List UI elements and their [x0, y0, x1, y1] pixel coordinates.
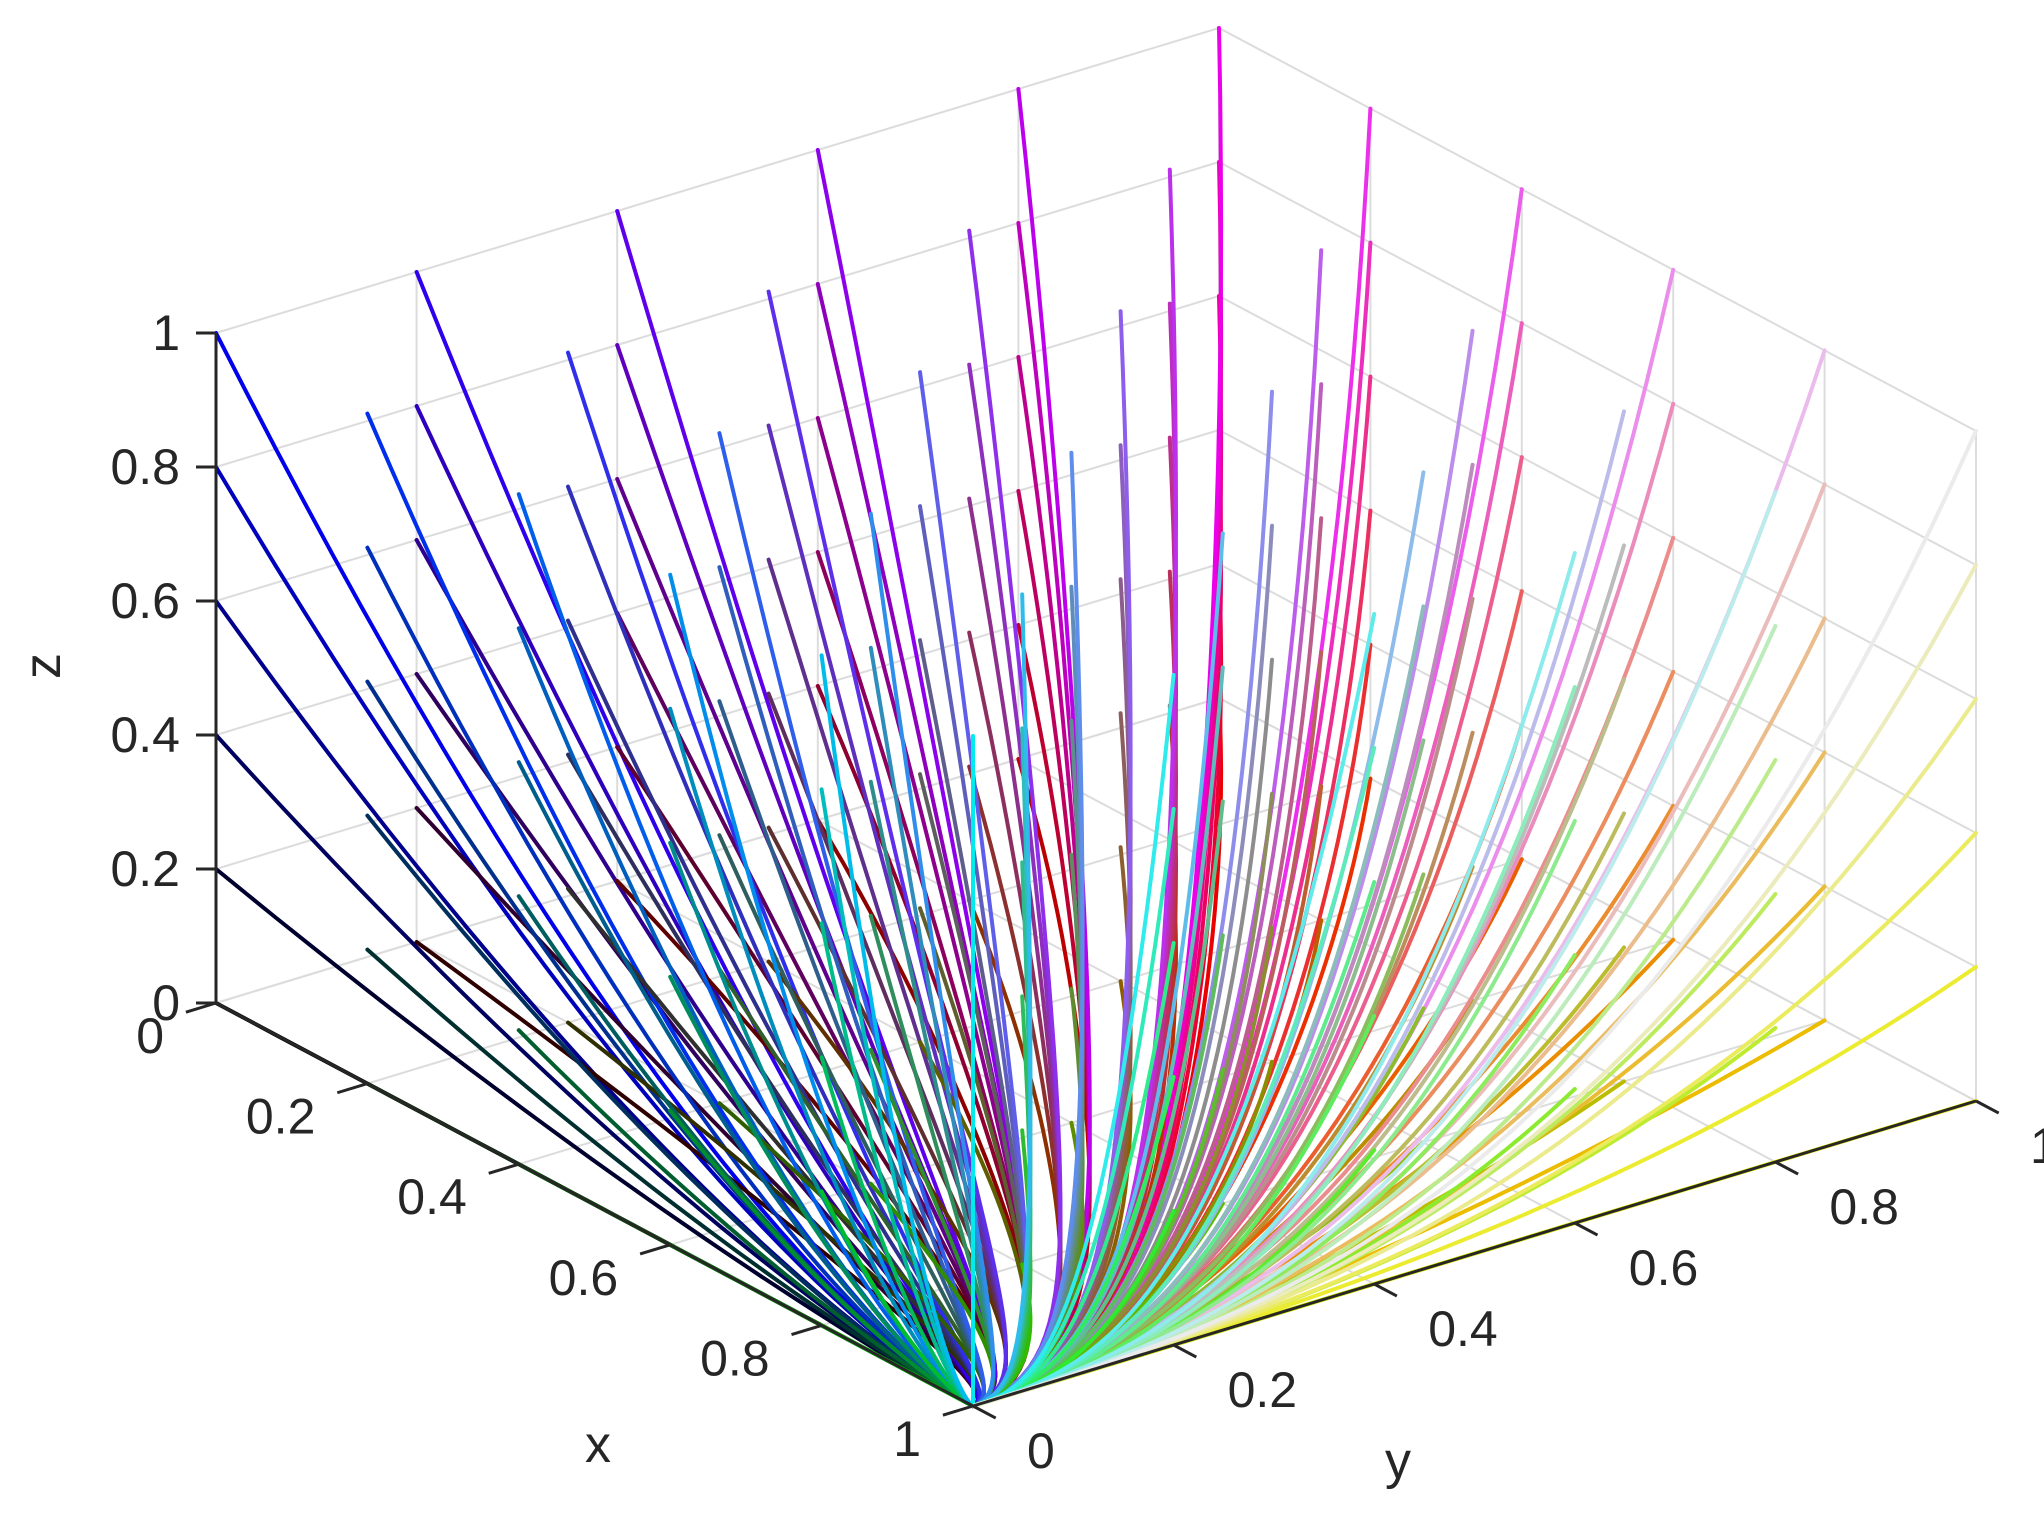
- trajectory-line: [971, 490, 1778, 1408]
- z-axis-label: z: [14, 653, 72, 679]
- x-tick-mark: [639, 1243, 671, 1256]
- grid-line: [1218, 295, 1977, 700]
- x-axis-line: [215, 1001, 974, 1408]
- y-tick-mark: [1975, 1099, 2000, 1115]
- z-tick-label: 0: [152, 975, 180, 1031]
- y-tick-label: 0.8: [1829, 1179, 1899, 1235]
- trajectory-line: [971, 429, 1978, 1408]
- x-tick-mark: [185, 1001, 217, 1014]
- trajectory-line: [615, 209, 998, 1408]
- axes: [185, 331, 2000, 1420]
- z-tick-label: 0.8: [110, 439, 180, 495]
- x-tick-label: 0.2: [246, 1089, 316, 1145]
- y-tick-mark: [972, 1404, 997, 1420]
- trajectory-line: [971, 551, 1577, 1408]
- grid-line: [215, 27, 1220, 334]
- y-tick-label: 1: [2030, 1118, 2044, 1174]
- x-tick-label: 0.4: [397, 1169, 467, 1225]
- x-tick-label: 0.8: [700, 1330, 770, 1386]
- trajectory-line: [717, 431, 986, 1408]
- x-axis-label: x: [585, 1416, 611, 1474]
- grid-line: [1218, 27, 1977, 432]
- trajectory-line: [971, 592, 1033, 1408]
- z-tick-label: 0.2: [110, 841, 180, 897]
- x-tick-label: 1: [893, 1411, 921, 1467]
- x-tick-mark: [336, 1082, 368, 1095]
- z-tick-label: 0.4: [110, 707, 180, 763]
- grid-line: [215, 429, 1220, 736]
- grid-line: [215, 161, 1220, 468]
- trajectories: [214, 26, 1978, 1408]
- z-tick-label: 0.6: [110, 573, 180, 629]
- y-axis-label: y: [1385, 1432, 1411, 1490]
- trajectory-line: [971, 612, 1377, 1408]
- y-tick-label: 0.2: [1228, 1362, 1298, 1418]
- y-tick-mark: [1373, 1282, 1398, 1298]
- y-tick-label: 0.4: [1428, 1301, 1498, 1357]
- x-tick-mark: [791, 1323, 823, 1336]
- trajectory-line: [819, 653, 975, 1408]
- y-tick-label: 0.6: [1629, 1240, 1699, 1296]
- y-tick-mark: [1172, 1343, 1198, 1359]
- z-tick-label: 1: [152, 305, 180, 361]
- grid-line: [215, 697, 1220, 1004]
- y-tick-mark: [1574, 1221, 1599, 1237]
- y-tick-mark: [1774, 1160, 1799, 1176]
- x-tick-mark: [942, 1404, 974, 1417]
- x-tick-mark: [488, 1162, 520, 1175]
- trajectory-line: [971, 450, 1085, 1408]
- grid-line: [1218, 161, 1977, 566]
- x-tick-label: 0.6: [549, 1250, 619, 1306]
- grid-line: [215, 295, 1220, 602]
- y-axis-line: [972, 1099, 1977, 1408]
- trajectory-line: [971, 673, 1176, 1408]
- grid-line: [1218, 697, 1977, 1102]
- trajectory-line: [214, 331, 975, 1408]
- x-tick-label: 0: [136, 1008, 164, 1064]
- y-tick-label: 0: [1027, 1423, 1055, 1479]
